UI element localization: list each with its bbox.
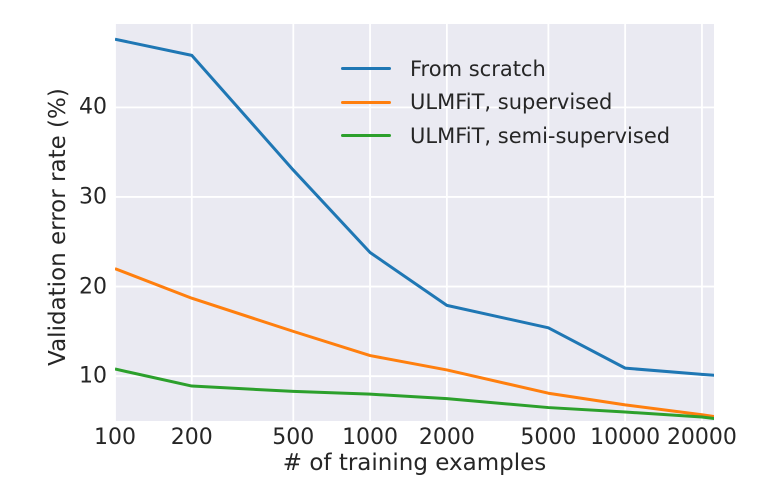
x-tick-label: 500 xyxy=(272,425,315,450)
legend-line-swatch xyxy=(341,134,391,138)
plot-background xyxy=(115,24,714,421)
legend-item: From scratch xyxy=(341,52,670,86)
x-tick-label: 2000 xyxy=(418,425,475,450)
x-tick-label: 200 xyxy=(170,425,213,450)
legend-line-swatch xyxy=(341,100,391,104)
x-tick-label: 100 xyxy=(94,425,136,450)
x-tick-label: 1000 xyxy=(342,425,399,450)
series-line-0 xyxy=(115,37,714,377)
x-tick-label: 5000 xyxy=(520,425,577,450)
legend-label: ULMFiT, semi-supervised xyxy=(410,123,671,148)
legend-item: ULMFiT, semi-supervised xyxy=(341,119,670,153)
y-tick-label: 10 xyxy=(79,363,107,389)
y-tick-label: 40 xyxy=(79,94,107,120)
y-tick-label: 30 xyxy=(79,184,107,210)
x-tick-label: 10000 xyxy=(590,425,661,450)
legend-line-swatch xyxy=(341,67,391,71)
series-line-1 xyxy=(115,267,714,418)
gridlines xyxy=(114,24,714,421)
legend-item: ULMFiT, supervised xyxy=(341,86,670,120)
legend-label: ULMFiT, supervised xyxy=(410,90,613,115)
legend-label: From scratch xyxy=(410,56,546,81)
x-tick-label: 20000 xyxy=(666,425,737,450)
data-series xyxy=(115,37,714,421)
y-tick-label: 20 xyxy=(79,274,107,300)
series-line-2 xyxy=(115,367,714,421)
legend: From scratch ULMFiT, supervised ULMFiT, … xyxy=(341,52,670,153)
x-axis-label: # of training examples xyxy=(282,450,547,476)
